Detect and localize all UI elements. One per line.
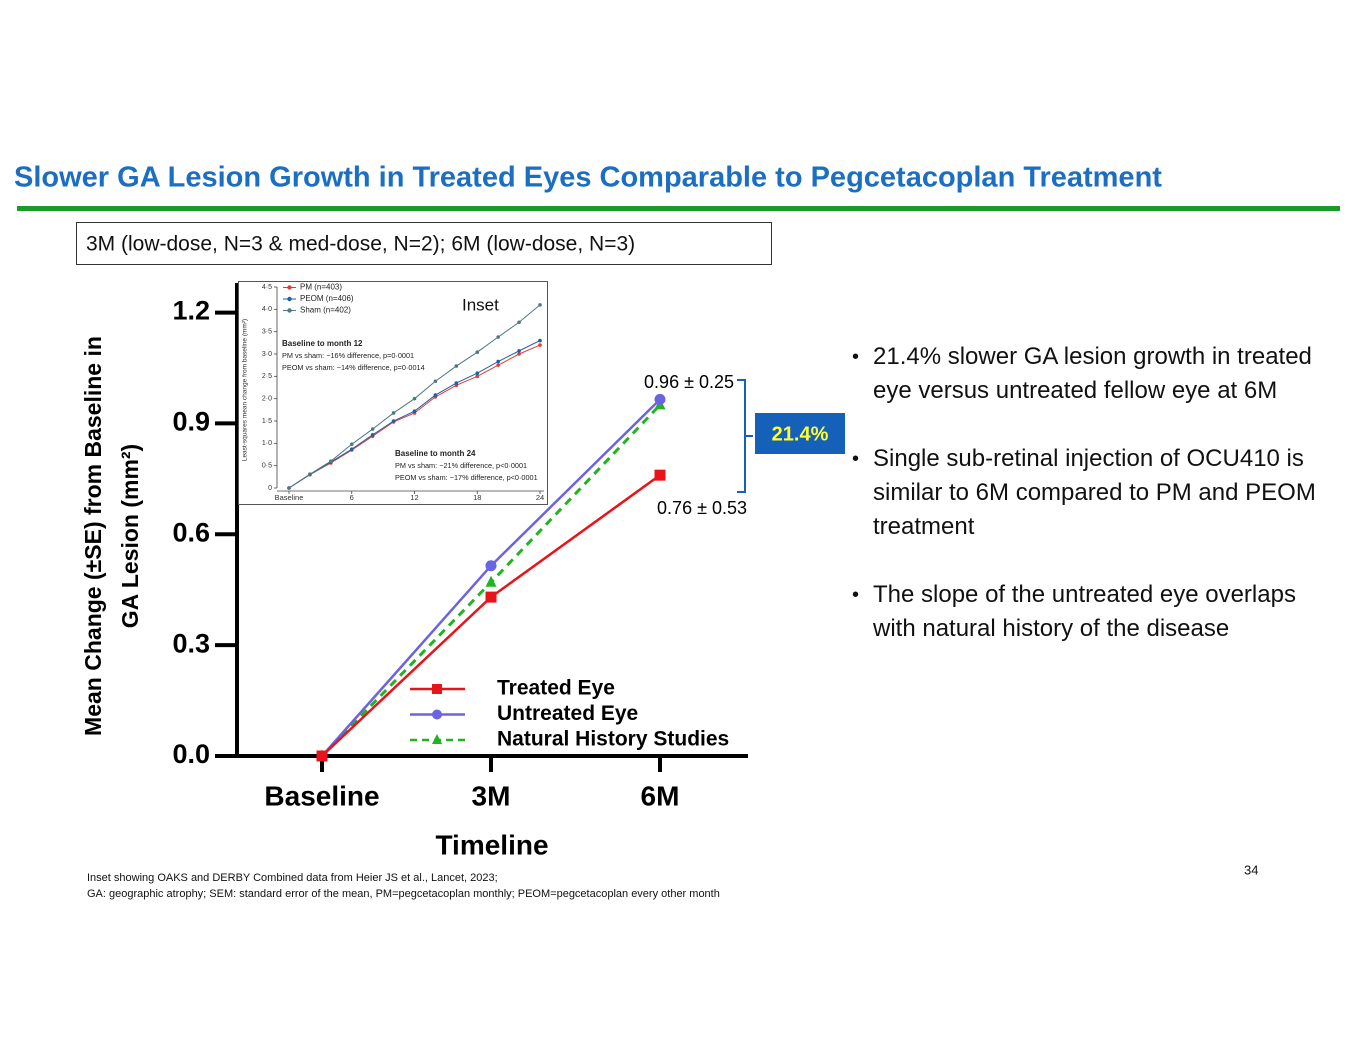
y-tick-label: 0.0 (172, 739, 210, 769)
inset-legend-label: PM (n=403) (300, 283, 342, 292)
y-tick-label: 1.2 (172, 296, 210, 326)
inset-annotation: PEOM vs sham: −17% difference, p<0·0001 (395, 473, 538, 482)
inset-data-point (391, 419, 396, 423)
annotation: 0.96 ± 0.25 (644, 372, 734, 392)
inset-data-point (329, 459, 333, 464)
inset-annotation: PEOM vs sham: −14% difference, p=0·0014 (282, 363, 425, 372)
inset-y-tick-label: 2·5 (262, 373, 272, 380)
bracket (737, 379, 753, 493)
inset-data-point (308, 472, 312, 476)
page-number: 34 (1244, 862, 1258, 877)
inset-legend-marker (287, 308, 292, 313)
inset-y-axis-label: Least-squares mean change from baseline … (242, 319, 249, 461)
inset-data-point (391, 411, 396, 415)
annotation: Inset (462, 295, 499, 314)
inset-y-tick-label: 1·0 (262, 440, 272, 447)
legend-marker (432, 734, 442, 744)
bullet: Single sub-retinal injection of OCU410 i… (850, 442, 1345, 544)
legend-label: Natural History Studies (497, 728, 729, 751)
title-rule (17, 206, 1340, 211)
subtitle: 3M (low-dose, N=3 & med-dose, N=2); 6M (… (86, 233, 635, 256)
bullet-list: 21.4% slower GA lesion growth in treated… (850, 340, 1345, 680)
data-point (485, 591, 497, 603)
bullet: The slope of the untreated eye overlaps … (850, 578, 1345, 646)
inset-legend-marker (287, 285, 292, 290)
subtitle-box (76, 222, 772, 265)
inset-data-point (412, 396, 417, 401)
inset-data-point (454, 364, 459, 368)
data-point (485, 575, 497, 587)
data-point (485, 560, 497, 572)
inset-annotation: PM vs sham: −21% difference, p<0·0001 (395, 461, 527, 470)
y-axis-label: Mean Change (±SE) from Baseline in (80, 336, 106, 736)
y-tick-label: 0.9 (172, 407, 210, 437)
inset-data-point (433, 379, 438, 384)
inset-data-point (517, 352, 521, 356)
inset-data-point (496, 335, 500, 339)
legend-marker (432, 709, 442, 720)
inset-x-tick-label: 12 (410, 493, 418, 502)
inset-legend-marker (287, 296, 292, 302)
inset-y-tick-label: 4·5 (262, 284, 272, 291)
inset-x-tick-label: 18 (473, 493, 481, 502)
inset-data-point (496, 363, 500, 367)
data-point (654, 469, 666, 481)
annotation: 0.76 ± 0.53 (657, 498, 747, 518)
annotation: 21.4% (772, 423, 829, 445)
footnote: GA: geographic atrophy; SEM: standard er… (87, 888, 720, 900)
inset-x-tick-label: Baseline (275, 493, 304, 502)
inset-data-point (538, 338, 542, 343)
x-tick-label: 3M (472, 780, 511, 811)
inset-frame (238, 281, 548, 505)
slide-title: Slower GA Lesion Growth in Treated Eyes … (14, 162, 1162, 194)
inset-data-point (370, 427, 375, 431)
inset-data-point (517, 349, 521, 353)
inset-data-point (517, 320, 521, 325)
inset-data-point (538, 343, 542, 347)
legend-label: Treated Eye (497, 677, 615, 700)
callout-box (755, 413, 845, 454)
inset-data-point (349, 442, 354, 447)
inset-data-point (475, 374, 480, 379)
inset-y-tick-label: 1·5 (262, 418, 272, 425)
data-point (654, 393, 666, 405)
inset-annotation: Baseline to month 24 (395, 449, 476, 458)
inset-annotation: PM vs sham: −16% difference, p=0·0001 (282, 351, 414, 360)
inset-data-point (475, 371, 480, 376)
x-tick-label: Baseline (264, 780, 379, 811)
inset-y-tick-label: 3·0 (262, 351, 272, 358)
y-tick-label: 0.6 (172, 517, 210, 547)
inset-data-point (433, 393, 438, 397)
inset-legend-label: Sham (n=402) (300, 306, 351, 315)
inset-data-point (370, 433, 375, 437)
x-axis-label: Timeline (435, 829, 548, 860)
y-tick-label: 0.3 (172, 628, 210, 658)
inset-y-tick-label: 2·0 (262, 396, 272, 403)
inset-y-tick-label: 0·5 (262, 463, 272, 470)
legend-marker (432, 684, 442, 694)
inset-x-tick-label: 24 (536, 493, 544, 502)
inset-x-tick-label: 6 (350, 493, 354, 502)
inset-data-point (454, 381, 459, 385)
inset-y-tick-label: 3·5 (262, 329, 272, 336)
data-point (316, 750, 328, 762)
legend-label: Untreated Eye (497, 702, 638, 725)
inset-annotation: Baseline to month 12 (282, 339, 363, 348)
inset-data-point (538, 303, 542, 307)
inset-data-point (496, 359, 500, 364)
inset-y-tick-label: 4·0 (262, 306, 272, 313)
inset-data-point (412, 409, 417, 413)
bullet: 21.4% slower GA lesion growth in treated… (850, 340, 1345, 408)
x-tick-label: 6M (641, 780, 680, 811)
inset-legend-label: PEOM (n=406) (300, 294, 354, 303)
inset-data-point (349, 447, 354, 451)
inset-data-point (287, 486, 291, 490)
footnote: Inset showing OAKS and DERBY Combined da… (87, 872, 498, 884)
inset-data-point (475, 350, 480, 355)
inset-y-tick-label: 0 (268, 485, 272, 492)
y-axis-label: GA Lesion (mm²) (117, 444, 143, 628)
